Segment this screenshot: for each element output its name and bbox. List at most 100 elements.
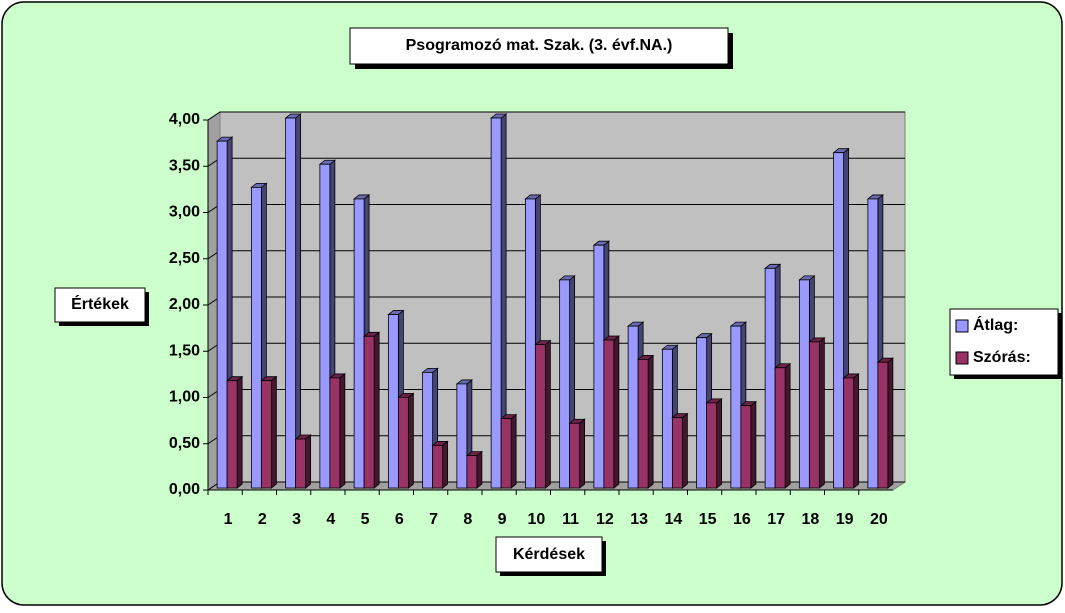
bar-face xyxy=(353,198,365,489)
x-tick-label: 16 xyxy=(733,511,751,528)
bar-face xyxy=(544,339,551,489)
bar-face xyxy=(524,198,536,489)
bar-face xyxy=(456,383,468,489)
bar-face xyxy=(843,377,855,489)
bar xyxy=(225,375,244,489)
y-label-box xyxy=(54,287,146,323)
bar-face xyxy=(270,375,277,489)
bar-face xyxy=(716,398,723,489)
bar xyxy=(362,331,381,489)
bar xyxy=(489,113,508,489)
bar-face xyxy=(216,140,228,489)
bar-face xyxy=(422,371,434,489)
bar-face xyxy=(407,392,414,489)
legend-label: Szórás: xyxy=(973,349,1031,366)
x-tick-label: 7 xyxy=(429,511,438,528)
bar-face xyxy=(867,198,879,489)
bar-face xyxy=(750,400,757,489)
bar-face xyxy=(260,380,272,489)
x-axis-label: Kérdések xyxy=(513,546,585,563)
y-tick-label: 0,50 xyxy=(169,435,200,452)
bar-face xyxy=(295,438,307,489)
legend-swatch xyxy=(955,351,969,365)
y-tick-label: 2,00 xyxy=(169,296,200,313)
bar xyxy=(328,373,347,489)
bar-face xyxy=(339,373,346,489)
bar-face xyxy=(373,331,380,489)
bar-face xyxy=(696,337,708,489)
bar xyxy=(773,362,792,489)
y-tick-label: 4,00 xyxy=(169,111,200,128)
bar-face xyxy=(887,357,894,489)
bar-face xyxy=(764,267,776,489)
title-box xyxy=(349,27,729,65)
y-tick-label: 3,50 xyxy=(169,157,200,174)
bar-face xyxy=(681,412,688,489)
bar xyxy=(876,357,895,489)
x-tick-label: 5 xyxy=(361,511,370,528)
bar xyxy=(808,337,826,489)
bar-face xyxy=(647,354,654,489)
bar-face xyxy=(730,325,742,489)
bar xyxy=(499,413,518,489)
bar-face xyxy=(476,450,483,489)
bar-face xyxy=(671,417,683,489)
bar xyxy=(260,375,278,489)
x-tick-label: 10 xyxy=(527,511,545,528)
x-tick-label: 11 xyxy=(562,511,579,528)
bar-face xyxy=(397,396,409,489)
bar-face xyxy=(593,244,605,489)
bar-face xyxy=(236,375,243,489)
bar-face xyxy=(329,377,341,489)
y-tick-label: 3,00 xyxy=(169,204,200,221)
bar-face xyxy=(569,422,581,489)
bar-face xyxy=(877,361,889,489)
bar xyxy=(397,392,415,489)
bar-face xyxy=(706,402,718,489)
bar-face xyxy=(534,344,546,489)
x-tick-label: 13 xyxy=(630,511,648,528)
legend-label: Átlag: xyxy=(973,315,1018,334)
bar xyxy=(636,354,655,489)
bar-face xyxy=(250,186,262,489)
x-tick-label: 9 xyxy=(498,511,507,528)
bar-face xyxy=(603,339,615,489)
y-axis-label: Értékek xyxy=(71,294,129,313)
bar xyxy=(568,418,586,489)
bar-face xyxy=(798,279,810,489)
bar xyxy=(671,412,689,489)
bar-face xyxy=(432,445,444,489)
x-tick-label: 19 xyxy=(836,511,854,528)
y-tick-label: 1,50 xyxy=(169,342,200,359)
x-tick-label: 4 xyxy=(326,511,335,528)
bar xyxy=(465,450,484,489)
x-tick-label: 8 xyxy=(463,511,472,528)
x-tick-label: 3 xyxy=(292,511,301,528)
x-tick-label: 18 xyxy=(801,511,819,528)
bar-face xyxy=(510,413,517,489)
bar xyxy=(705,398,723,489)
bar xyxy=(739,400,758,489)
bar-face xyxy=(784,362,791,489)
bar-face xyxy=(387,314,399,489)
bar-face xyxy=(579,418,586,489)
x-tick-label: 2 xyxy=(258,511,267,528)
bar-face xyxy=(363,335,375,489)
bar xyxy=(842,373,860,489)
bar-face xyxy=(490,117,502,489)
bar xyxy=(534,339,552,489)
bar xyxy=(294,434,312,489)
bar-face xyxy=(627,325,639,489)
x-tick-label: 12 xyxy=(596,511,614,528)
bar-face xyxy=(319,163,331,489)
x-tick-label: 17 xyxy=(767,511,785,528)
bar-face xyxy=(226,380,238,489)
x-tick-label: 14 xyxy=(664,511,682,528)
bar-face xyxy=(853,373,860,489)
bar-face xyxy=(808,341,820,489)
bar-face xyxy=(466,455,478,489)
bar-face xyxy=(500,418,512,489)
x-tick-label: 15 xyxy=(699,511,717,528)
bar-face xyxy=(613,335,620,489)
